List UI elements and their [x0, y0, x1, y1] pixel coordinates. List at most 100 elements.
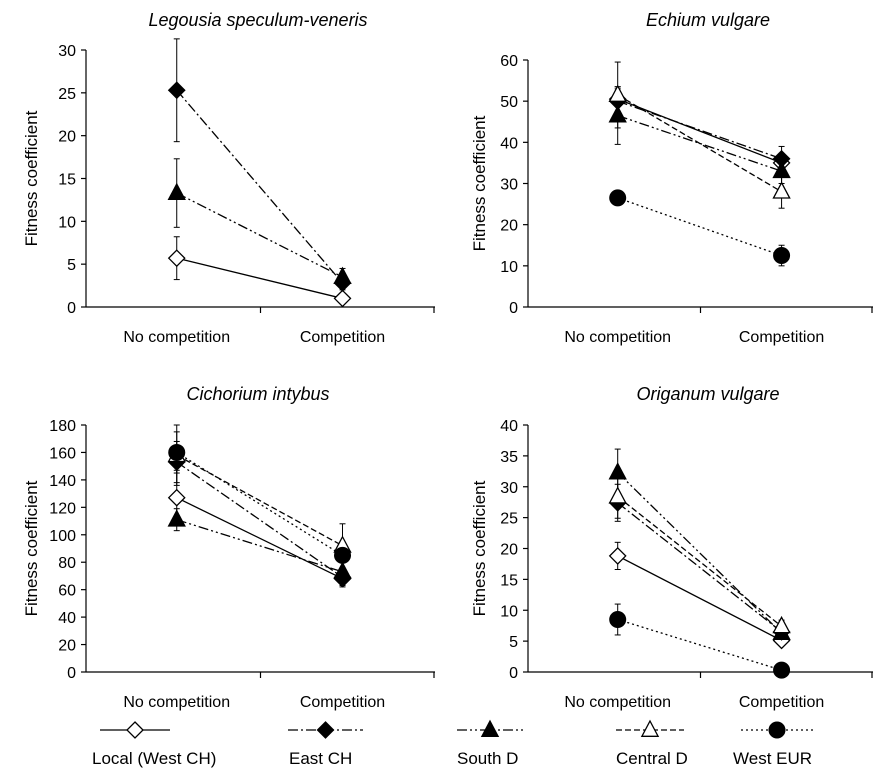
data-point-south-d	[608, 105, 627, 123]
y-tick-label: 15	[58, 172, 76, 189]
y-tick-label: 15	[500, 572, 518, 589]
data-point-west-eur	[609, 611, 627, 629]
y-axis-label: Fitness coefficient	[22, 480, 41, 616]
data-point-west-eur	[773, 247, 791, 265]
y-tick-label: 20	[500, 218, 518, 235]
series-line	[617, 555, 782, 642]
series-south-d	[173, 508, 346, 584]
y-tick-label: 0	[67, 665, 76, 682]
y-tick-label: 140	[49, 473, 76, 490]
data-point-east-ch	[167, 81, 186, 100]
series-line	[176, 454, 343, 547]
y-tick-label: 25	[58, 86, 76, 103]
y-tick-label: 50	[500, 94, 518, 111]
series-east-ch	[173, 440, 346, 587]
legend-item-east-ch: East CH	[288, 721, 363, 768]
y-tick-label: 30	[58, 43, 76, 60]
y-tick-label: 0	[509, 665, 518, 682]
x-tick-label: No competition	[123, 329, 230, 346]
y-tick-label: 80	[58, 555, 76, 572]
y-tick-label: 40	[58, 610, 76, 627]
y-tick-label: 5	[509, 634, 518, 651]
x-tick-label: Competition	[739, 694, 824, 711]
y-tick-label: 30	[500, 177, 518, 194]
chart-title: Legousia speculum-veneris	[148, 10, 367, 30]
y-tick-label: 10	[500, 259, 518, 276]
series-line	[176, 519, 343, 573]
series-west-eur	[614, 603, 785, 672]
series-line	[176, 451, 343, 556]
y-tick-label: 120	[49, 500, 76, 517]
data-point-south-d	[333, 266, 352, 284]
chart-panel-origanum-vulgare: Origanum vulgare 0 5 10 15 20 25 30 35 40 No compe…	[470, 384, 873, 711]
series-local-west-ch	[173, 469, 346, 588]
series-line	[617, 94, 782, 193]
data-point-local-west-ch	[167, 249, 186, 268]
data-point-south-d	[167, 509, 186, 527]
legend: Local (West CH) East CH South D Central D We…	[92, 719, 813, 768]
series-line	[617, 618, 782, 671]
y-tick-label: 0	[67, 300, 76, 317]
y-tick-label: 180	[49, 418, 76, 435]
data-point-central-d	[608, 84, 627, 102]
legend-marker	[768, 721, 786, 739]
series-south-d	[614, 448, 785, 640]
y-tick-label: 60	[58, 583, 76, 600]
x-tick-label: No competition	[564, 694, 671, 711]
y-tick-label: 20	[58, 129, 76, 146]
data-point-south-d	[772, 160, 791, 179]
legend-marker	[640, 719, 660, 737]
y-axis-label: Fitness coefficient	[22, 110, 41, 246]
y-tick-label: 40	[500, 418, 518, 435]
series-line	[617, 496, 782, 627]
legend-label: East CH	[289, 749, 352, 768]
data-point-south-d	[167, 182, 186, 201]
series-line	[617, 502, 782, 633]
data-point-central-d	[772, 615, 791, 634]
y-tick-label: 0	[509, 300, 518, 317]
chart-title: Origanum vulgare	[636, 384, 779, 404]
x-tick-label: No competition	[123, 694, 230, 711]
legend-marker	[480, 719, 500, 737]
legend-item-central-d: Central D	[616, 719, 688, 768]
series-south-d	[173, 158, 346, 287]
data-point-south-d	[333, 561, 352, 579]
data-point-west-eur	[168, 443, 186, 461]
series-line	[617, 100, 782, 160]
series-line	[176, 257, 343, 300]
series-local-west-ch	[614, 86, 785, 172]
y-tick-label: 100	[49, 528, 76, 545]
y-tick-label: 35	[500, 449, 518, 466]
chart-title: Echium vulgare	[646, 10, 770, 30]
legend-label: Central D	[616, 749, 688, 768]
series-line	[176, 497, 343, 580]
y-tick-label: 25	[500, 511, 518, 528]
data-point-south-d	[608, 462, 627, 480]
series-line	[176, 461, 343, 578]
y-tick-label: 30	[500, 480, 518, 497]
data-point-west-eur	[609, 189, 627, 207]
x-tick-label: No competition	[564, 329, 671, 346]
chart-panel-cichorium-intybus: Cichorium intybus 0 20 40 60 80 100 120 140 160 18…	[22, 384, 435, 711]
series-line	[176, 89, 344, 284]
legend-marker	[316, 721, 335, 739]
data-point-west-eur	[773, 661, 791, 679]
y-tick-label: 20	[58, 638, 76, 655]
data-point-central-d	[772, 181, 791, 199]
y-tick-label: 20	[500, 542, 518, 559]
series-line	[617, 114, 782, 172]
y-tick-label: 60	[500, 53, 518, 70]
legend-item-local-west-ch: Local (West CH)	[92, 721, 216, 768]
series-local-west-ch	[614, 541, 785, 645]
data-point-local-west-ch	[333, 289, 352, 308]
series-line	[617, 98, 782, 164]
x-tick-label: Competition	[300, 329, 385, 346]
y-axis-label: Fitness coefficient	[470, 115, 489, 251]
series-central-d	[614, 61, 785, 209]
series-line	[617, 197, 782, 257]
chart-panel-legousia-speculum-veneris: Legousia speculum-veneris 0 5 10 15 20 25 30 No …	[22, 10, 435, 346]
y-tick-label: 10	[58, 214, 76, 231]
chart-panel-echium-vulgare: Echium vulgare 0 10 20 30 40 50 60 No competitio…	[470, 10, 873, 346]
